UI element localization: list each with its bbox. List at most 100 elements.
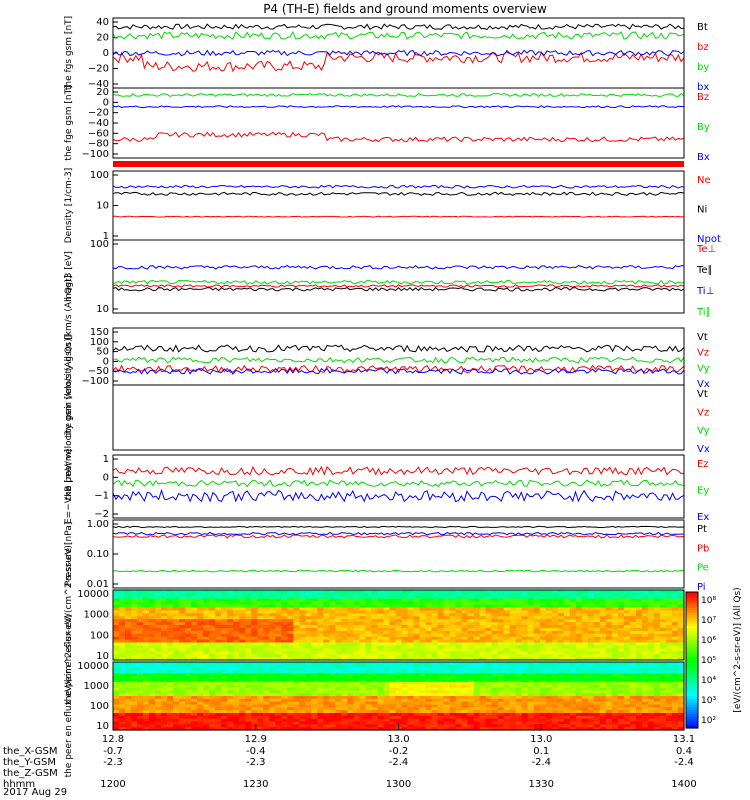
- panel-peir_spec-cell: [485, 622, 493, 626]
- panel-peer_spec-cell: [287, 707, 294, 711]
- panel-peir_spec-cell: [305, 642, 312, 647]
- panel-peer_spec-cell: [149, 718, 156, 723]
- panel-peer_spec-cell: [173, 727, 180, 731]
- panel-peer_spec-cell: [431, 718, 439, 723]
- panel-peer_spec-cell: [647, 690, 655, 694]
- panel-peir_spec-cell: [389, 627, 397, 632]
- colorbar-cell: [686, 703, 698, 706]
- panel-peer_spec-cell: [581, 696, 589, 700]
- panel-peir_spec-cell: [527, 601, 535, 606]
- panel-peer_spec-cell: [251, 704, 258, 708]
- panel-peer_spec-cell: [677, 676, 685, 680]
- panel-peir_spec-cell: [341, 613, 349, 617]
- panel-peer_spec-cell: [617, 690, 625, 694]
- panel-peir_spec-cell: [503, 598, 511, 603]
- panel-peir_spec-cell: [437, 654, 445, 658]
- panel-peir_spec-cell: [455, 625, 463, 629]
- panel-peir_spec-cell: [479, 642, 487, 647]
- panel-peir_spec-cell: [257, 592, 264, 597]
- panel-peir_spec-cell: [677, 604, 685, 609]
- panel-peer_spec-cell: [425, 676, 433, 680]
- panel-peer_spec-cell: [299, 721, 306, 725]
- panel-peer_spec-cell: [227, 701, 234, 706]
- panel-peer_spec-cell: [551, 670, 559, 674]
- panel-peer_spec-cell: [443, 670, 451, 674]
- panel-peer_spec-cell: [371, 693, 379, 697]
- panel-peir_spec-cell: [161, 657, 168, 661]
- panel-peer_spec-cell: [203, 670, 210, 674]
- panel-peir_spec-cell: [587, 639, 595, 644]
- panel-peir_spec-cell: [137, 613, 144, 617]
- panel-peer_spec-cell: [317, 681, 324, 686]
- panel-peir_spec-cell: [389, 592, 397, 597]
- panel-peir_spec-cell: [527, 598, 535, 603]
- panel-peir_spec-cell: [275, 598, 282, 603]
- panel-peer_spec-cell: [251, 707, 258, 711]
- panel-peer_spec-cell: [461, 679, 469, 683]
- panel-peer_spec-cell: [659, 718, 667, 723]
- panel-peir_spec-cell: [419, 642, 427, 647]
- panel-peir_spec-cell: [587, 610, 595, 614]
- panel-peir_spec-cell: [251, 639, 258, 644]
- panel-peir_spec-cell: [521, 633, 529, 638]
- panel-peir_spec-cell: [389, 616, 397, 620]
- panel-peer_spec-cell: [167, 710, 174, 714]
- panel-peer_spec-cell: [395, 707, 403, 711]
- panel-peir_spec-cell: [413, 610, 421, 614]
- panel-peir_spec-cell: [605, 636, 613, 641]
- panel-peer_spec-cell: [497, 693, 505, 697]
- panel-peer_spec-cell: [137, 704, 144, 708]
- panel-peir_spec-ytick: 100: [90, 630, 109, 641]
- panel-peir_spec-cell: [353, 592, 361, 597]
- panel-peer_spec-cell: [371, 696, 379, 700]
- panel-peir_spec-cell: [515, 610, 523, 614]
- panel-peir_spec-cell: [449, 654, 457, 658]
- panel-peir_spec-cell: [317, 651, 324, 655]
- panel-peir_spec-cell: [167, 613, 174, 617]
- panel-peir_spec-cell: [527, 616, 535, 620]
- panel-peer_spec-cell: [431, 676, 439, 680]
- panel-peir_spec-cell: [419, 601, 427, 606]
- panel-peir_spec-cell: [383, 616, 391, 620]
- xaxis-tick: 13.1: [673, 734, 695, 745]
- panel-peer_spec-cell: [479, 701, 487, 706]
- panel-peir_spec-cell: [491, 616, 499, 620]
- panel-peer_spec-cell: [653, 698, 661, 703]
- panel-peer_spec-cell: [251, 724, 258, 728]
- panel-peir_spec-cell: [353, 651, 361, 655]
- panel-peir_spec-cell: [527, 619, 535, 623]
- panel-peer_spec-cell: [659, 681, 667, 686]
- panel-peir_spec-cell: [593, 610, 601, 614]
- panel-peer_spec-cell: [311, 718, 318, 723]
- panel-peir_spec-cell: [125, 639, 132, 644]
- panel-peer_spec-cell: [317, 718, 324, 723]
- panel-peer_spec-cell: [365, 681, 373, 686]
- panel-peir_spec-cell: [137, 633, 144, 638]
- panel-peer_spec-cell: [143, 710, 150, 714]
- panel-peir_spec-cell: [563, 645, 571, 649]
- panel-peer_spec-cell: [269, 673, 276, 677]
- panel-peer_spec-cell: [287, 698, 294, 703]
- panel-vpeer-legend-Vt: Vt: [697, 389, 708, 400]
- panel-peer_spec-cell: [215, 718, 222, 723]
- panel-peir_spec-cell: [347, 616, 355, 620]
- panel-peir_spec-cell: [635, 601, 643, 606]
- panel-peir_spec-cell: [275, 636, 282, 641]
- panel-peir_spec-cell: [371, 598, 379, 603]
- panel-peer_spec-cell: [665, 693, 673, 697]
- panel-peir_spec-cell: [581, 651, 589, 655]
- panel-peer_spec-cell: [299, 667, 306, 672]
- panel-peir_spec-cell: [509, 630, 517, 635]
- panel-peer_spec-cell: [539, 673, 547, 677]
- panel-peir_spec-cell: [371, 627, 379, 632]
- panel-peer_spec-cell: [623, 721, 631, 725]
- panel-pressure-legend-Pi: Pi: [697, 582, 706, 593]
- panel-peer_spec-cell: [143, 724, 150, 728]
- panel-peer_spec-cell: [491, 687, 499, 691]
- panel-peir_spec-cell: [209, 598, 216, 603]
- panel-peer_spec-cell: [593, 664, 601, 669]
- panel-peir_spec-cell: [329, 636, 336, 641]
- panel-peir_spec-cell: [437, 648, 445, 652]
- panel-peir_spec-cell: [599, 642, 607, 647]
- panel-peer_spec-cell: [503, 707, 511, 711]
